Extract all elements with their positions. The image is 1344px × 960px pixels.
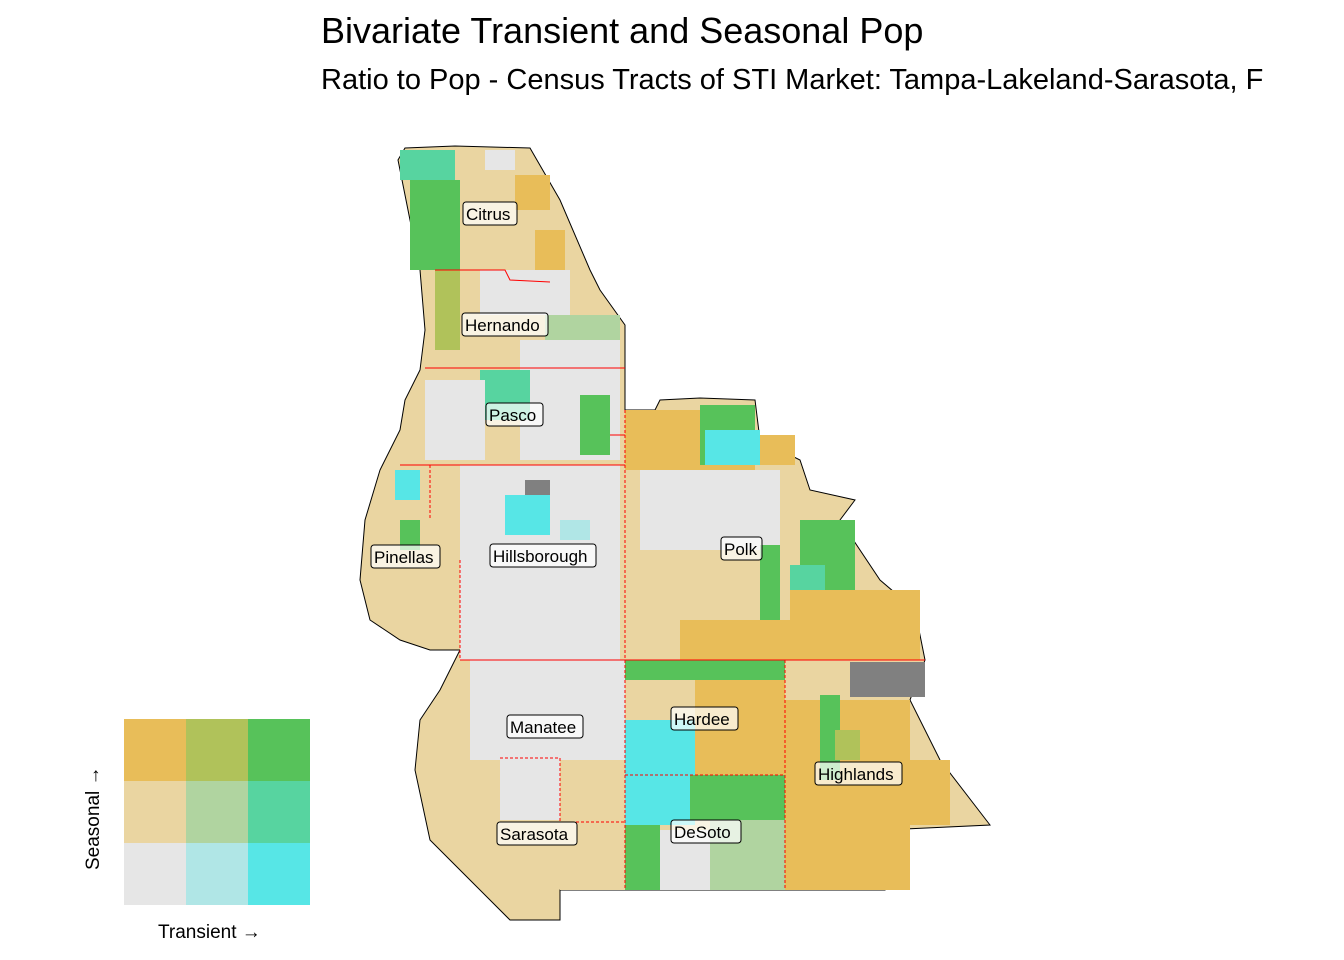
svg-text:Hernando: Hernando	[465, 316, 540, 335]
label-polk: Polk	[720, 536, 763, 561]
label-hernando: Hernando	[461, 312, 549, 337]
legend-cell-0-2	[248, 719, 310, 781]
label-pasco: Pasco	[485, 402, 544, 427]
legend-cell-1-1	[186, 781, 248, 843]
legend-x-label: Transient →	[158, 922, 261, 943]
svg-text:Hillsborough: Hillsborough	[493, 547, 588, 566]
county-boundaries	[400, 269, 925, 890]
legend-cell-2-0	[124, 843, 186, 905]
label-sarasota: Sarasota	[496, 821, 578, 846]
svg-text:Highlands: Highlands	[818, 765, 894, 784]
svg-text:Polk: Polk	[724, 540, 758, 559]
county-labels: Citrus Hernando Pasco Pinellas Hillsboro…	[370, 201, 903, 846]
map-subtitle: Ratio to Pop - Census Tracts of STI Mark…	[321, 64, 1264, 96]
svg-text:Pasco: Pasco	[489, 406, 536, 425]
legend-y-label: Seasonal →	[83, 766, 104, 870]
map-title: Bivariate Transient and Seasonal Pop	[321, 10, 924, 51]
label-hillsborough: Hillsborough	[489, 543, 597, 568]
label-manatee: Manatee	[506, 714, 584, 739]
legend-cell-2-2	[248, 843, 310, 905]
legend-cell-1-0	[124, 781, 186, 843]
svg-text:Citrus: Citrus	[466, 205, 510, 224]
legend-cell-1-2	[248, 781, 310, 843]
legend-cell-2-1	[186, 843, 248, 905]
bivariate-legend	[124, 719, 310, 905]
svg-text:Hardee: Hardee	[674, 710, 730, 729]
svg-text:Pinellas: Pinellas	[374, 548, 434, 567]
label-pinellas: Pinellas	[370, 544, 441, 569]
legend-cell-0-1	[186, 719, 248, 781]
label-hardee: Hardee	[670, 706, 739, 731]
svg-text:Manatee: Manatee	[510, 718, 576, 737]
label-highlands: Highlands	[814, 761, 903, 786]
svg-text:DeSoto: DeSoto	[674, 823, 731, 842]
svg-text:Sarasota: Sarasota	[500, 825, 569, 844]
label-desoto: DeSoto	[670, 819, 742, 844]
legend-cell-0-0	[124, 719, 186, 781]
label-citrus: Citrus	[462, 201, 518, 226]
tract-patches	[395, 150, 950, 890]
